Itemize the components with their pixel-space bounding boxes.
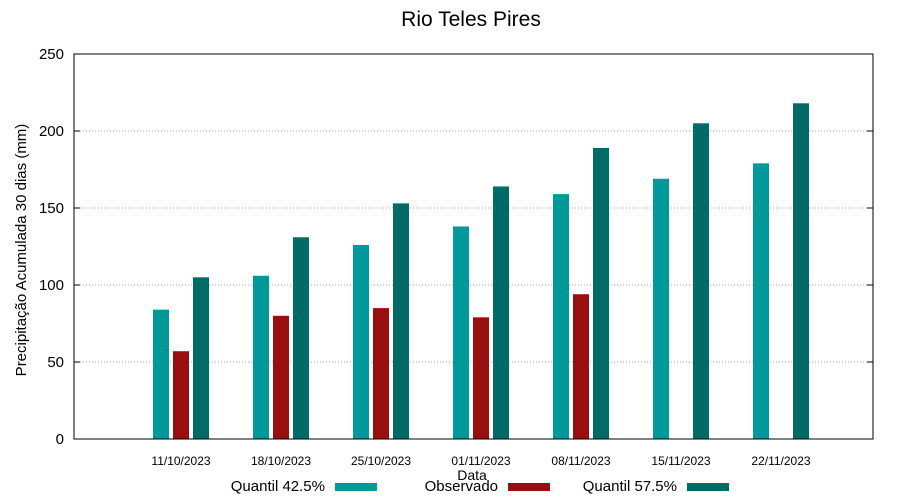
y-tick-label: 50 — [47, 354, 64, 371]
bar-quantil-57-5--3 — [493, 186, 509, 439]
y-tick-label: 150 — [39, 200, 64, 217]
y-tick-label: 100 — [39, 277, 64, 294]
x-tick-label: 11/10/2023 — [151, 454, 210, 468]
bar-quantil-57-5--0 — [193, 277, 209, 439]
y-tick-label: 200 — [39, 123, 64, 140]
legend-label: Quantil 42.5% — [231, 478, 325, 495]
bar-quantil-42-5--1 — [253, 275, 269, 439]
x-tick-label: 25/10/2023 — [351, 454, 411, 468]
bar-quantil-42-5--2 — [353, 244, 369, 439]
y-axis-ticks: 0 50 100 150 200 250 — [39, 46, 873, 448]
chart-title: Rio Teles Pires — [401, 8, 541, 31]
x-tick-label: 01/11/2023 — [451, 454, 510, 468]
bar-quantil-42-5--0 — [153, 309, 169, 439]
legend-swatch — [335, 483, 377, 491]
y-tick-label: 0 — [56, 431, 64, 448]
legend-swatch — [508, 483, 550, 491]
plot-frame — [73, 53, 874, 440]
legend-swatch — [687, 483, 729, 491]
bar-quantil-57-5--2 — [393, 203, 409, 439]
bar-quantil-57-5--6 — [793, 103, 809, 439]
bar-quantil-42-5--5 — [653, 178, 669, 440]
x-axis-ticks: 11/10/2023 18/10/2023 25/10/2023 01/11/2023… — [151, 454, 810, 468]
bar-quantil-57-5--4 — [593, 147, 609, 439]
bar-observado-4 — [573, 294, 589, 439]
bar-observado-1 — [273, 315, 289, 439]
legend-label: Quantil 57.5% — [583, 478, 677, 495]
x-axis-label: Data — [457, 467, 487, 483]
legend: Quantil 42.5% Observado Quantil 57.5% — [231, 478, 729, 495]
bar-quantil-57-5--5 — [693, 123, 709, 440]
x-tick-label: 22/11/2023 — [751, 454, 810, 468]
x-tick-label: 08/11/2023 — [551, 454, 610, 468]
bar-quantil-57-5--1 — [293, 237, 309, 439]
y-tick-label: 250 — [39, 46, 64, 63]
bars — [153, 103, 809, 440]
bar-observado-0 — [173, 351, 189, 439]
legend-label: Observado — [425, 478, 498, 495]
x-tick-label: 18/10/2023 — [251, 454, 311, 468]
y-axis-label: Precipitação Acumulada 30 dias (mm) — [13, 124, 30, 377]
bar-quantil-42-5--4 — [553, 194, 569, 439]
bar-observado-3 — [473, 317, 489, 439]
x-tick-label: 15/11/2023 — [651, 454, 710, 468]
bar-observado-2 — [373, 308, 389, 439]
bar-quantil-42-5--6 — [753, 163, 769, 439]
bar-quantil-42-5--3 — [453, 226, 469, 439]
